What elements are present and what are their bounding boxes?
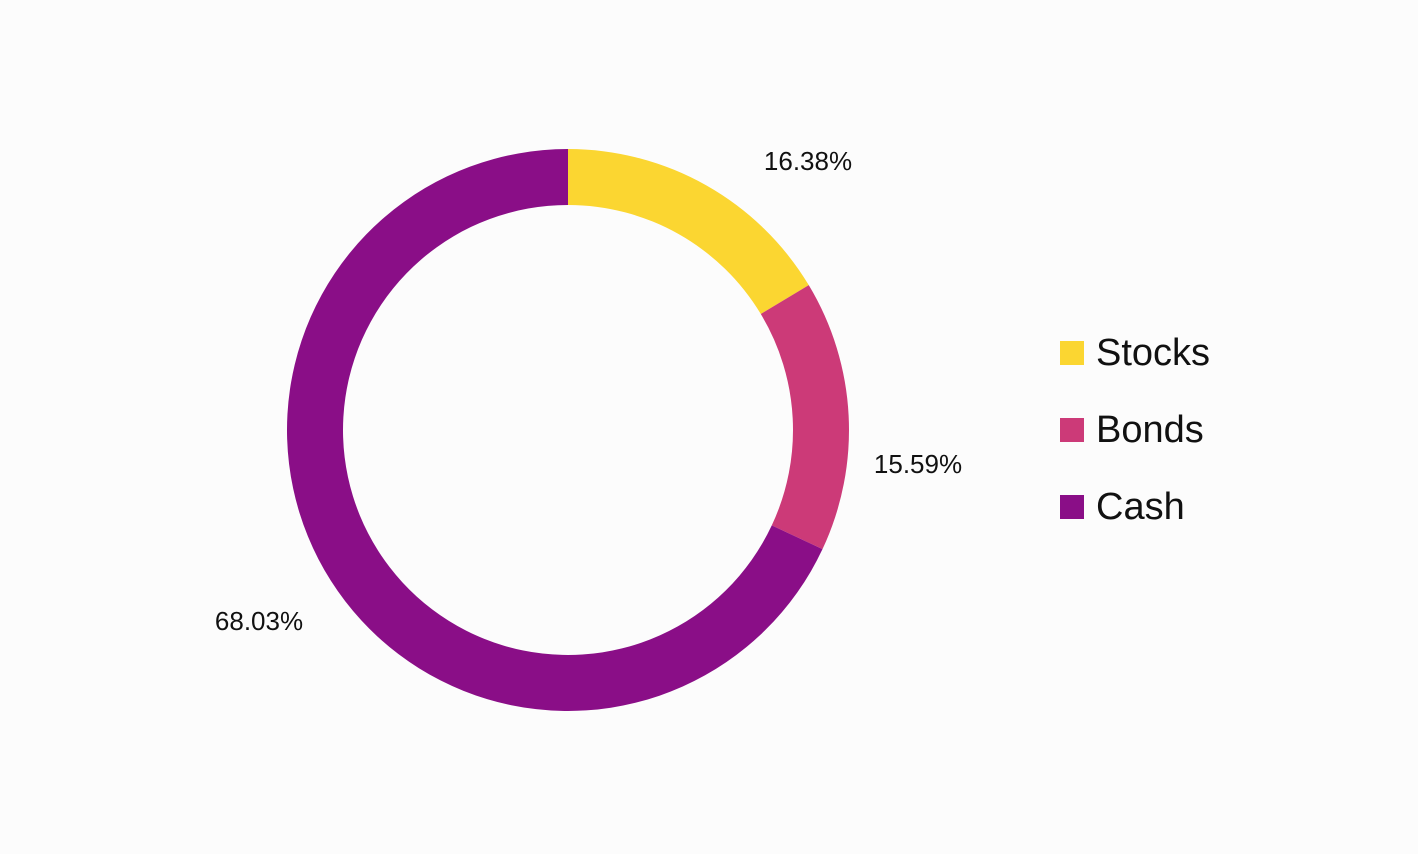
data-label-cash: 68.03% bbox=[215, 606, 303, 636]
legend: Stocks Bonds Cash bbox=[1060, 328, 1320, 559]
legend-item-bonds: Bonds bbox=[1060, 405, 1320, 455]
data-label-bonds: 15.59% bbox=[874, 449, 962, 479]
legend-swatch-cash bbox=[1060, 495, 1084, 519]
legend-swatch-bonds bbox=[1060, 418, 1084, 442]
legend-swatch-stocks bbox=[1060, 341, 1084, 365]
donut-slice-stocks bbox=[568, 149, 809, 315]
legend-label-bonds: Bonds bbox=[1096, 409, 1204, 451]
donut-slice-bonds bbox=[760, 285, 849, 550]
legend-item-cash: Cash bbox=[1060, 482, 1320, 532]
donut-slices bbox=[287, 149, 849, 711]
donut-data-labels: 16.38% 15.59% 68.03% bbox=[215, 146, 962, 636]
legend-item-stocks: Stocks bbox=[1060, 328, 1320, 378]
legend-label-stocks: Stocks bbox=[1096, 332, 1211, 374]
legend-label-cash: Cash bbox=[1096, 486, 1185, 528]
data-label-stocks: 16.38% bbox=[764, 146, 852, 176]
